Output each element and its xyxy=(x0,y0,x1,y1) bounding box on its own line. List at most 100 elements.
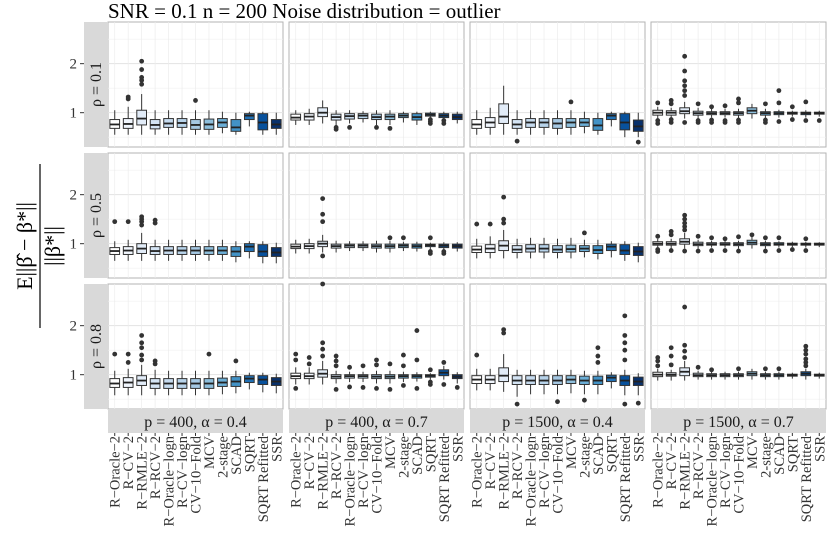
outlier-point xyxy=(695,101,701,107)
x-category-label: R−RMLE−2 xyxy=(497,436,513,510)
panels-layer xyxy=(107,21,827,410)
outlier-point xyxy=(668,98,674,103)
outlier-point xyxy=(320,196,326,201)
outlier-point xyxy=(803,351,809,357)
box-1 xyxy=(122,351,134,396)
box-4 xyxy=(706,367,717,380)
outlier-point xyxy=(139,340,145,346)
x-category-label: 2-stage xyxy=(758,436,774,478)
x-category-label: SCAD xyxy=(410,436,426,475)
outlier-point xyxy=(441,249,447,254)
box-9 xyxy=(592,345,604,395)
outlier-point xyxy=(347,124,352,130)
box-12 xyxy=(632,373,644,406)
outlier-point xyxy=(682,304,688,310)
x-category-label: 2-stage xyxy=(396,436,412,478)
row-strip-label: ρ = 0.8 xyxy=(88,324,105,369)
box-9 xyxy=(773,235,785,253)
box-10 xyxy=(425,111,436,126)
x-category-label: SSR xyxy=(631,436,647,462)
box-11 xyxy=(800,236,812,253)
outlier-point xyxy=(125,94,131,100)
box-4 xyxy=(163,370,174,396)
box-2 xyxy=(498,327,509,392)
column-strip-1: p = 400, α = 0.7 xyxy=(289,410,464,433)
outlier-point xyxy=(347,364,352,370)
box-8 xyxy=(760,101,771,125)
outlier-point xyxy=(320,253,326,259)
x-category-label: R−RMLE−2 xyxy=(316,436,332,510)
box-6 xyxy=(190,98,201,135)
outlier-point xyxy=(682,216,688,222)
box-body xyxy=(230,119,242,132)
boxes-r0-c0 xyxy=(109,58,282,135)
outlier-point xyxy=(803,99,809,105)
box-body xyxy=(244,113,255,121)
outlier-point xyxy=(635,400,641,406)
x-category-label: SQRT xyxy=(604,436,620,472)
box-7 xyxy=(565,237,577,259)
x-category-label: R−Oracle−2 xyxy=(108,436,124,508)
box-8 xyxy=(579,111,590,134)
outlier-point xyxy=(622,340,628,346)
outlier-point xyxy=(427,235,433,241)
box-10 xyxy=(606,111,617,127)
box-0 xyxy=(109,219,121,261)
boxes-r1-c3 xyxy=(652,212,825,254)
outlier-point xyxy=(803,363,809,369)
box-8 xyxy=(760,235,771,254)
outlier-point xyxy=(333,358,339,364)
box-10 xyxy=(425,367,436,387)
outlier-point xyxy=(655,247,661,252)
panel-r1-c2 xyxy=(469,152,646,279)
outlier-point xyxy=(427,117,433,122)
x-category-label: R−RCV−2 xyxy=(148,436,164,499)
box-8 xyxy=(217,239,228,261)
outlier-point xyxy=(306,355,312,360)
box-3 xyxy=(511,369,523,407)
box-0 xyxy=(109,351,121,396)
box-4 xyxy=(706,104,717,125)
x-category-label: MCV xyxy=(383,435,399,469)
box-2 xyxy=(136,58,148,135)
outlier-point xyxy=(454,385,460,390)
box-5 xyxy=(538,369,550,395)
box-4 xyxy=(163,110,174,135)
box-5 xyxy=(176,370,188,396)
outlier-point xyxy=(401,363,406,369)
box-4 xyxy=(344,364,355,390)
box-10 xyxy=(606,372,617,389)
outlier-point xyxy=(763,248,768,254)
outlier-point xyxy=(709,117,714,123)
outlier-point xyxy=(668,229,674,234)
box-3 xyxy=(149,217,161,261)
box-2 xyxy=(679,212,690,254)
box-2 xyxy=(498,85,509,135)
x-category-label: R−CV−logn xyxy=(718,435,734,508)
boxes-r2-c0 xyxy=(109,333,282,396)
panel-r1-c1 xyxy=(288,152,465,279)
outlier-point xyxy=(776,235,782,241)
box-1 xyxy=(484,368,496,391)
box-4 xyxy=(344,241,355,252)
box-12 xyxy=(451,111,463,124)
outlier-point xyxy=(682,78,688,84)
outlier-point xyxy=(427,379,433,385)
outlier-point xyxy=(501,216,507,222)
box-7 xyxy=(384,110,396,131)
x-category-label: R−Oracle−2 xyxy=(470,436,486,508)
box-3 xyxy=(149,110,161,135)
outlier-point xyxy=(514,138,520,144)
box-1 xyxy=(665,345,677,381)
box-8 xyxy=(398,111,409,123)
box-body xyxy=(619,244,631,255)
box-6 xyxy=(733,366,744,380)
box-8 xyxy=(760,366,771,380)
panel-r0-c0 xyxy=(107,21,284,148)
outlier-point xyxy=(320,346,326,352)
box-9 xyxy=(592,112,604,135)
outlier-point xyxy=(193,98,198,103)
box-5 xyxy=(357,111,369,123)
outlier-point xyxy=(387,361,393,367)
box-5 xyxy=(719,103,731,125)
